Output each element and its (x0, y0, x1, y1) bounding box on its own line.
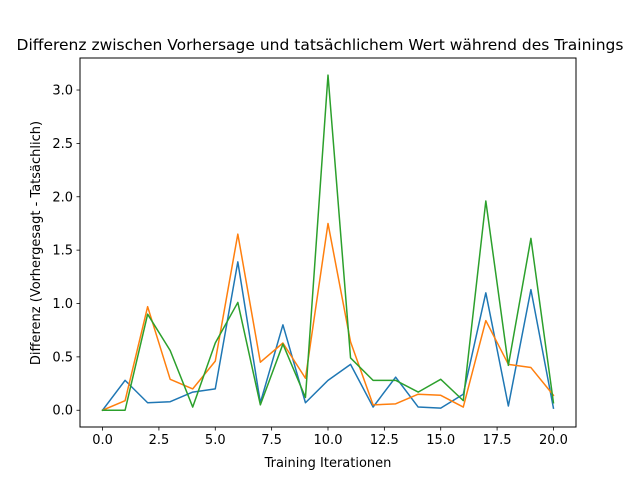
series-line-1 (101, 261, 555, 412)
x-axis: 0.0 2.5 5.0 7.5 10.0 12.5 15.0 17.5 20.0 (92, 427, 568, 448)
y-tick-label: 2.5 (52, 137, 73, 152)
x-tick-label: 10.0 (314, 433, 343, 448)
y-tick-label: 3.0 (52, 84, 73, 99)
x-tick-label: 12.5 (370, 433, 399, 448)
plot-area (101, 74, 555, 412)
x-tick-label: 20.0 (539, 433, 568, 448)
y-tick-label: 0.5 (52, 350, 73, 365)
y-tick-label: 0.0 (52, 404, 73, 419)
x-tick-label: 5.0 (205, 433, 226, 448)
y-axis-label: Differenz (Vorhergesagt - Tatsächlich) (29, 121, 44, 365)
y-axis: 0.0 0.5 1.0 1.5 2.0 2.5 3.0 (52, 84, 80, 419)
x-tick-label: 2.5 (149, 433, 170, 448)
series-line-3 (101, 74, 555, 411)
x-tick-label: 7.5 (261, 433, 282, 448)
chart-title: Differenz zwischen Vorhersage und tatsäc… (17, 36, 624, 54)
x-axis-label: Training Iterationen (264, 456, 392, 471)
y-tick-label: 1.0 (52, 297, 73, 312)
axes-frame (79, 57, 577, 428)
series-line-2 (101, 222, 555, 412)
x-tick-label: 15.0 (426, 433, 455, 448)
y-tick-label: 1.5 (52, 244, 73, 259)
x-tick-label: 17.5 (483, 433, 512, 448)
x-tick-label: 0.0 (92, 433, 113, 448)
y-tick-label: 2.0 (52, 190, 73, 205)
